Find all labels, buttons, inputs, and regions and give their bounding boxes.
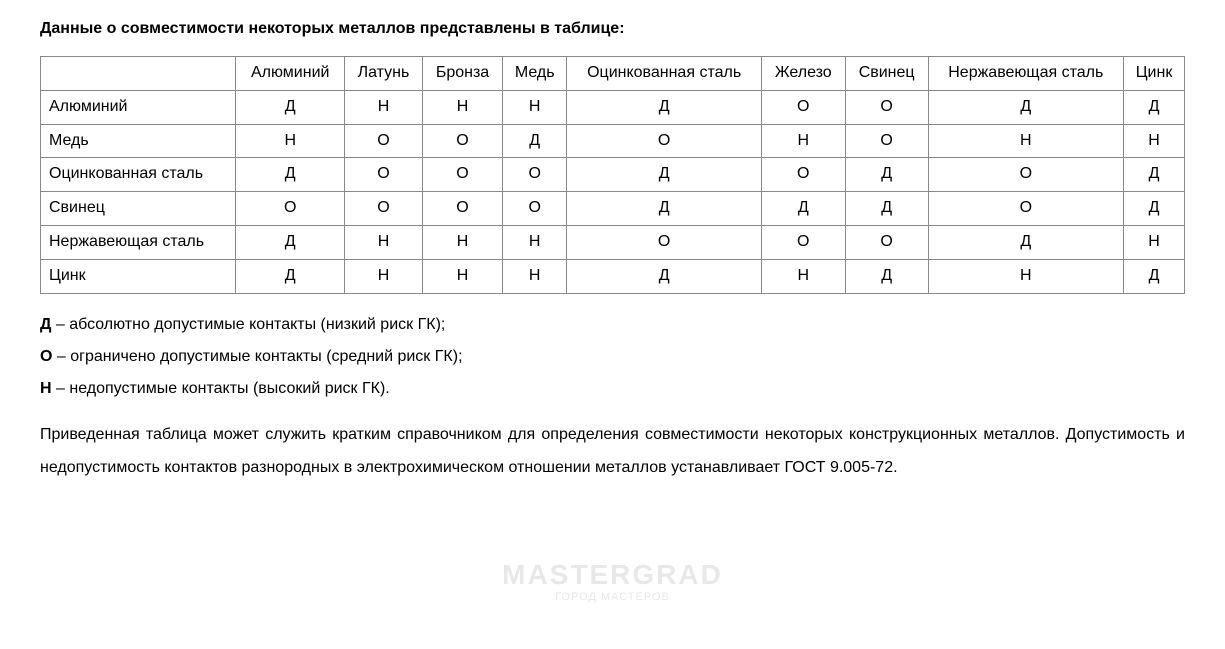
table-cell: О: [845, 124, 928, 158]
col-header: Алюминий: [236, 57, 344, 91]
watermark-sub: ГОРОД МАСТЕРОВ: [502, 591, 723, 603]
legend-d: Д – абсолютно допустимые контакты (низки…: [40, 316, 1185, 334]
table-cell: О: [423, 192, 503, 226]
row-label: Нержавеющая сталь: [41, 225, 236, 259]
description-paragraph: Приведенная таблица может служить кратки…: [40, 418, 1185, 485]
table-cell: О: [344, 192, 422, 226]
table-row: АлюминийДНННДООДД: [41, 90, 1185, 124]
table-cell: Д: [1124, 158, 1185, 192]
table-cell: О: [344, 158, 422, 192]
table-body: АлюминийДНННДООДДМедьНООДОНОННОцинкованн…: [41, 90, 1185, 293]
row-label: Алюминий: [41, 90, 236, 124]
table-cell: Н: [502, 90, 566, 124]
table-cell: Н: [344, 259, 422, 293]
table-cell: Д: [567, 192, 761, 226]
table-cell: О: [344, 124, 422, 158]
legend-text: – абсолютно допустимые контакты (низкий …: [51, 316, 445, 333]
legend-o: О – ограничено допустимые контакты (сред…: [40, 348, 1185, 366]
table-cell: Д: [236, 259, 344, 293]
table-cell: Н: [761, 259, 845, 293]
table-cell: Н: [928, 124, 1123, 158]
table-row: Оцинкованная стальДОООДОДОД: [41, 158, 1185, 192]
table-cell: О: [423, 158, 503, 192]
table-row: СвинецООООДДДОД: [41, 192, 1185, 226]
watermark-main: MASTERGRAD: [502, 559, 723, 590]
table-row: МедьНООДОНОНН: [41, 124, 1185, 158]
legend-symbol: Д: [40, 316, 51, 333]
page-title: Данные о совместимости некоторых металло…: [40, 20, 1185, 38]
row-label: Оцинкованная сталь: [41, 158, 236, 192]
table-cell: Д: [845, 158, 928, 192]
table-cell: О: [761, 158, 845, 192]
watermark: MASTERGRAD ГОРОД МАСТЕРОВ: [502, 560, 723, 603]
table-cell: Н: [1124, 124, 1185, 158]
table-cell: Н: [423, 90, 503, 124]
table-cell: О: [236, 192, 344, 226]
col-header: [41, 57, 236, 91]
table-cell: Д: [567, 158, 761, 192]
table-cell: Д: [928, 225, 1123, 259]
table-cell: Н: [236, 124, 344, 158]
table-cell: Н: [761, 124, 845, 158]
table-cell: О: [567, 225, 761, 259]
legend-symbol: О: [40, 348, 52, 365]
table-cell: Н: [344, 90, 422, 124]
table-cell: Н: [928, 259, 1123, 293]
table-cell: Н: [423, 225, 503, 259]
col-header: Нержавеющая сталь: [928, 57, 1123, 91]
table-row: Нержавеющая стальДНННОООДН: [41, 225, 1185, 259]
table-cell: О: [761, 225, 845, 259]
col-header: Медь: [502, 57, 566, 91]
legend-n: Н – недопустимые контакты (высокий риск …: [40, 380, 1185, 398]
table-cell: Д: [1124, 192, 1185, 226]
table-cell: Д: [761, 192, 845, 226]
table-cell: Д: [845, 192, 928, 226]
table-header-row: Алюминий Латунь Бронза Медь Оцинкованная…: [41, 57, 1185, 91]
table-cell: О: [567, 124, 761, 158]
table-cell: Д: [502, 124, 566, 158]
col-header: Цинк: [1124, 57, 1185, 91]
table-cell: О: [928, 192, 1123, 226]
table-cell: Д: [928, 90, 1123, 124]
table-cell: О: [928, 158, 1123, 192]
row-label: Медь: [41, 124, 236, 158]
table-cell: О: [502, 192, 566, 226]
table-cell: О: [502, 158, 566, 192]
col-header: Оцинкованная сталь: [567, 57, 761, 91]
table-cell: Д: [236, 90, 344, 124]
table-cell: Д: [567, 259, 761, 293]
table-cell: Д: [236, 225, 344, 259]
table-cell: О: [845, 90, 928, 124]
compatibility-table: Алюминий Латунь Бронза Медь Оцинкованная…: [40, 56, 1185, 294]
table-cell: Д: [845, 259, 928, 293]
table-cell: О: [761, 90, 845, 124]
table-cell: Н: [423, 259, 503, 293]
table-cell: О: [845, 225, 928, 259]
table-cell: Д: [1124, 90, 1185, 124]
row-label: Свинец: [41, 192, 236, 226]
col-header: Свинец: [845, 57, 928, 91]
legend-text: – ограничено допустимые контакты (средни…: [52, 348, 462, 365]
row-label: Цинк: [41, 259, 236, 293]
table-cell: Н: [1124, 225, 1185, 259]
col-header: Латунь: [344, 57, 422, 91]
table-cell: Н: [344, 225, 422, 259]
table-row: ЦинкДНННДНДНД: [41, 259, 1185, 293]
table-cell: Д: [1124, 259, 1185, 293]
col-header: Бронза: [423, 57, 503, 91]
table-cell: Н: [502, 259, 566, 293]
legend-symbol: Н: [40, 380, 52, 397]
legend-text: – недопустимые контакты (высокий риск ГК…: [52, 380, 390, 397]
table-cell: Н: [502, 225, 566, 259]
col-header: Железо: [761, 57, 845, 91]
table-cell: О: [423, 124, 503, 158]
table-cell: Д: [567, 90, 761, 124]
table-cell: Д: [236, 158, 344, 192]
